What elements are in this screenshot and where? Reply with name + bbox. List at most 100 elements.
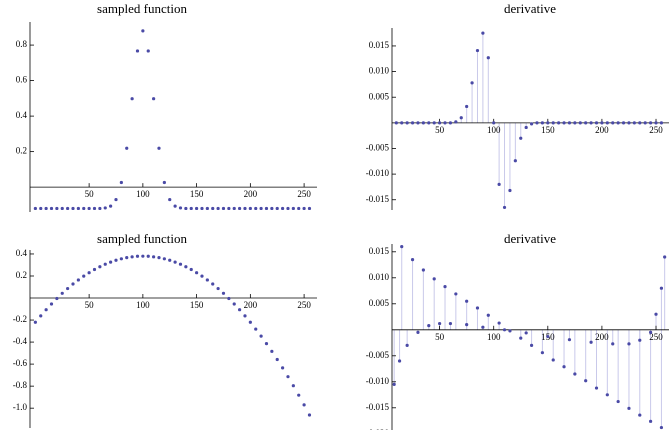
point bbox=[529, 122, 534, 126]
y-tick-label: 0.6 bbox=[16, 75, 28, 85]
point bbox=[594, 121, 599, 125]
point bbox=[82, 274, 86, 278]
point bbox=[232, 206, 236, 211]
x-tick-label: 200 bbox=[595, 332, 609, 342]
point bbox=[55, 206, 59, 211]
point bbox=[98, 265, 102, 269]
point bbox=[465, 323, 469, 327]
point bbox=[135, 49, 140, 53]
point bbox=[264, 342, 269, 346]
point bbox=[410, 258, 415, 262]
y-tick-label: -0.005 bbox=[366, 350, 390, 360]
point bbox=[195, 206, 199, 211]
point bbox=[421, 268, 425, 272]
point bbox=[87, 206, 91, 211]
x-tick-label: 50 bbox=[435, 332, 445, 342]
point bbox=[178, 206, 183, 210]
point bbox=[594, 386, 599, 390]
point bbox=[243, 206, 247, 211]
point bbox=[297, 206, 301, 211]
point bbox=[638, 338, 642, 342]
point bbox=[307, 206, 312, 211]
point bbox=[486, 313, 490, 317]
point bbox=[44, 308, 48, 312]
point bbox=[632, 121, 636, 125]
point bbox=[557, 121, 561, 125]
point bbox=[152, 97, 156, 101]
point bbox=[432, 121, 436, 125]
point bbox=[173, 260, 177, 264]
point bbox=[611, 342, 615, 346]
point bbox=[189, 206, 193, 211]
point bbox=[659, 286, 664, 290]
point bbox=[39, 206, 43, 211]
point bbox=[497, 182, 501, 186]
point bbox=[643, 121, 647, 125]
point bbox=[189, 267, 193, 272]
point bbox=[92, 267, 97, 272]
point bbox=[659, 121, 664, 125]
point bbox=[443, 121, 447, 125]
x-tick-label: 150 bbox=[190, 300, 204, 310]
point bbox=[168, 258, 172, 262]
point bbox=[55, 296, 59, 301]
point bbox=[173, 204, 177, 208]
y-tick-label: -0.020 bbox=[366, 428, 390, 430]
point bbox=[49, 302, 54, 306]
point bbox=[573, 372, 577, 376]
point bbox=[205, 278, 209, 282]
point bbox=[275, 206, 279, 211]
point bbox=[470, 81, 474, 85]
point bbox=[600, 121, 604, 125]
y-tick-label: -0.015 bbox=[366, 194, 390, 204]
point bbox=[627, 406, 631, 410]
x-tick-label: 100 bbox=[136, 189, 150, 199]
point bbox=[270, 349, 274, 353]
point bbox=[238, 308, 242, 312]
point bbox=[551, 121, 555, 125]
point bbox=[157, 146, 161, 150]
point bbox=[546, 334, 550, 339]
point bbox=[168, 197, 172, 202]
point bbox=[200, 274, 204, 278]
point bbox=[394, 121, 398, 125]
point bbox=[502, 328, 507, 332]
x-tick-label: 100 bbox=[487, 125, 501, 135]
point bbox=[130, 255, 134, 259]
x-tick-label: 150 bbox=[541, 125, 555, 135]
point bbox=[427, 121, 431, 125]
point bbox=[227, 296, 231, 301]
chart-title: derivative bbox=[504, 1, 556, 16]
y-tick-label: -0.015 bbox=[366, 402, 390, 412]
y-tick-label: 0.005 bbox=[369, 91, 390, 101]
point bbox=[184, 265, 188, 269]
point bbox=[427, 324, 431, 328]
point bbox=[649, 330, 653, 334]
y-tick-label: -0.005 bbox=[366, 143, 390, 153]
point bbox=[39, 314, 43, 318]
y-tick-label: 0.010 bbox=[369, 66, 390, 76]
point bbox=[475, 306, 480, 310]
point bbox=[286, 206, 290, 211]
point bbox=[508, 188, 512, 193]
point bbox=[454, 292, 458, 296]
point bbox=[238, 206, 242, 211]
y-tick-label: -0.010 bbox=[366, 376, 390, 386]
point bbox=[162, 257, 166, 261]
chart-title: sampled function bbox=[97, 1, 187, 16]
point bbox=[497, 321, 501, 325]
x-tick-label: 200 bbox=[244, 189, 258, 199]
point bbox=[416, 121, 420, 125]
point bbox=[33, 206, 37, 211]
point bbox=[302, 206, 306, 211]
point bbox=[459, 116, 463, 120]
point bbox=[638, 413, 642, 417]
point bbox=[438, 121, 442, 125]
point bbox=[589, 121, 593, 125]
point bbox=[141, 254, 145, 258]
point bbox=[281, 366, 285, 370]
point bbox=[146, 254, 150, 258]
point bbox=[211, 206, 215, 211]
y-tick-label: 0.2 bbox=[16, 146, 27, 156]
